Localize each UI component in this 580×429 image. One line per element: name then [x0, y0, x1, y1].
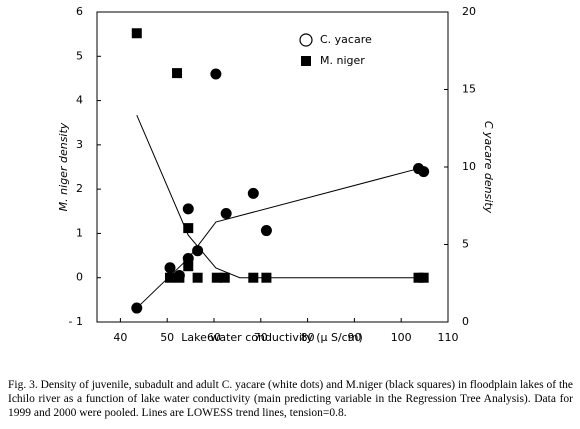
point: [192, 245, 204, 257]
y-axis-label: M. niger density: [57, 122, 70, 211]
y2-tick-label: 20: [462, 5, 476, 18]
x-tick-label: 80: [301, 331, 315, 344]
y-tick-label: - 1: [69, 315, 83, 328]
point: [131, 28, 142, 39]
point: [131, 302, 143, 314]
y2-tick-label: 15: [462, 83, 476, 96]
y-tick-label: 6: [76, 5, 83, 18]
point: [182, 203, 194, 215]
point: [165, 272, 176, 283]
x-tick-label: 100: [391, 331, 412, 344]
point: [211, 272, 222, 283]
point: [248, 272, 259, 283]
y2-tick-label: 0: [462, 315, 469, 328]
legend-marker: [301, 56, 311, 66]
point: [183, 223, 194, 234]
trend-line: [136, 114, 419, 279]
x-tick-label: 110: [438, 331, 459, 344]
point: [220, 208, 232, 219]
y-tick-label: 4: [76, 94, 83, 107]
plot-frame: [96, 11, 449, 323]
legend-label: M. niger: [320, 54, 365, 67]
y-tick-label: 2: [76, 182, 83, 195]
chart: Lake water conductivity (µ S/cm) M. nige…: [57, 5, 495, 344]
x-tick-label: 40: [113, 331, 127, 344]
y-tick-label: 1: [76, 226, 83, 239]
point: [172, 68, 183, 79]
x-tick-label: 50: [160, 331, 174, 344]
point: [418, 272, 429, 283]
y2-tick-label: 10: [462, 160, 476, 173]
y2-tick-label: 5: [462, 238, 469, 251]
x-tick-label: 60: [207, 331, 221, 344]
y-tick-label: 3: [76, 138, 83, 151]
point: [247, 187, 259, 199]
point: [413, 272, 424, 283]
point: [219, 272, 230, 283]
point: [183, 261, 194, 272]
caption: Fig. 3. Density of juvenile, subadult an…: [8, 379, 573, 419]
trend-line: [136, 168, 419, 309]
point: [418, 166, 430, 178]
legend-label: C. yacare: [320, 33, 372, 46]
point: [164, 262, 176, 274]
x-tick-label: 70: [254, 331, 268, 344]
x-axis-label: Lake water conductivity (µ S/cm): [181, 331, 362, 344]
y-tick-label: 5: [76, 49, 83, 62]
point: [210, 68, 222, 80]
point: [192, 272, 203, 283]
point: [260, 225, 272, 237]
y2-axis-label: C yacare density: [482, 121, 495, 214]
x-tick-label: 90: [347, 331, 361, 344]
y-tick-label: 0: [76, 271, 83, 284]
point: [261, 272, 272, 283]
point: [174, 272, 185, 283]
legend-marker: [299, 33, 313, 47]
